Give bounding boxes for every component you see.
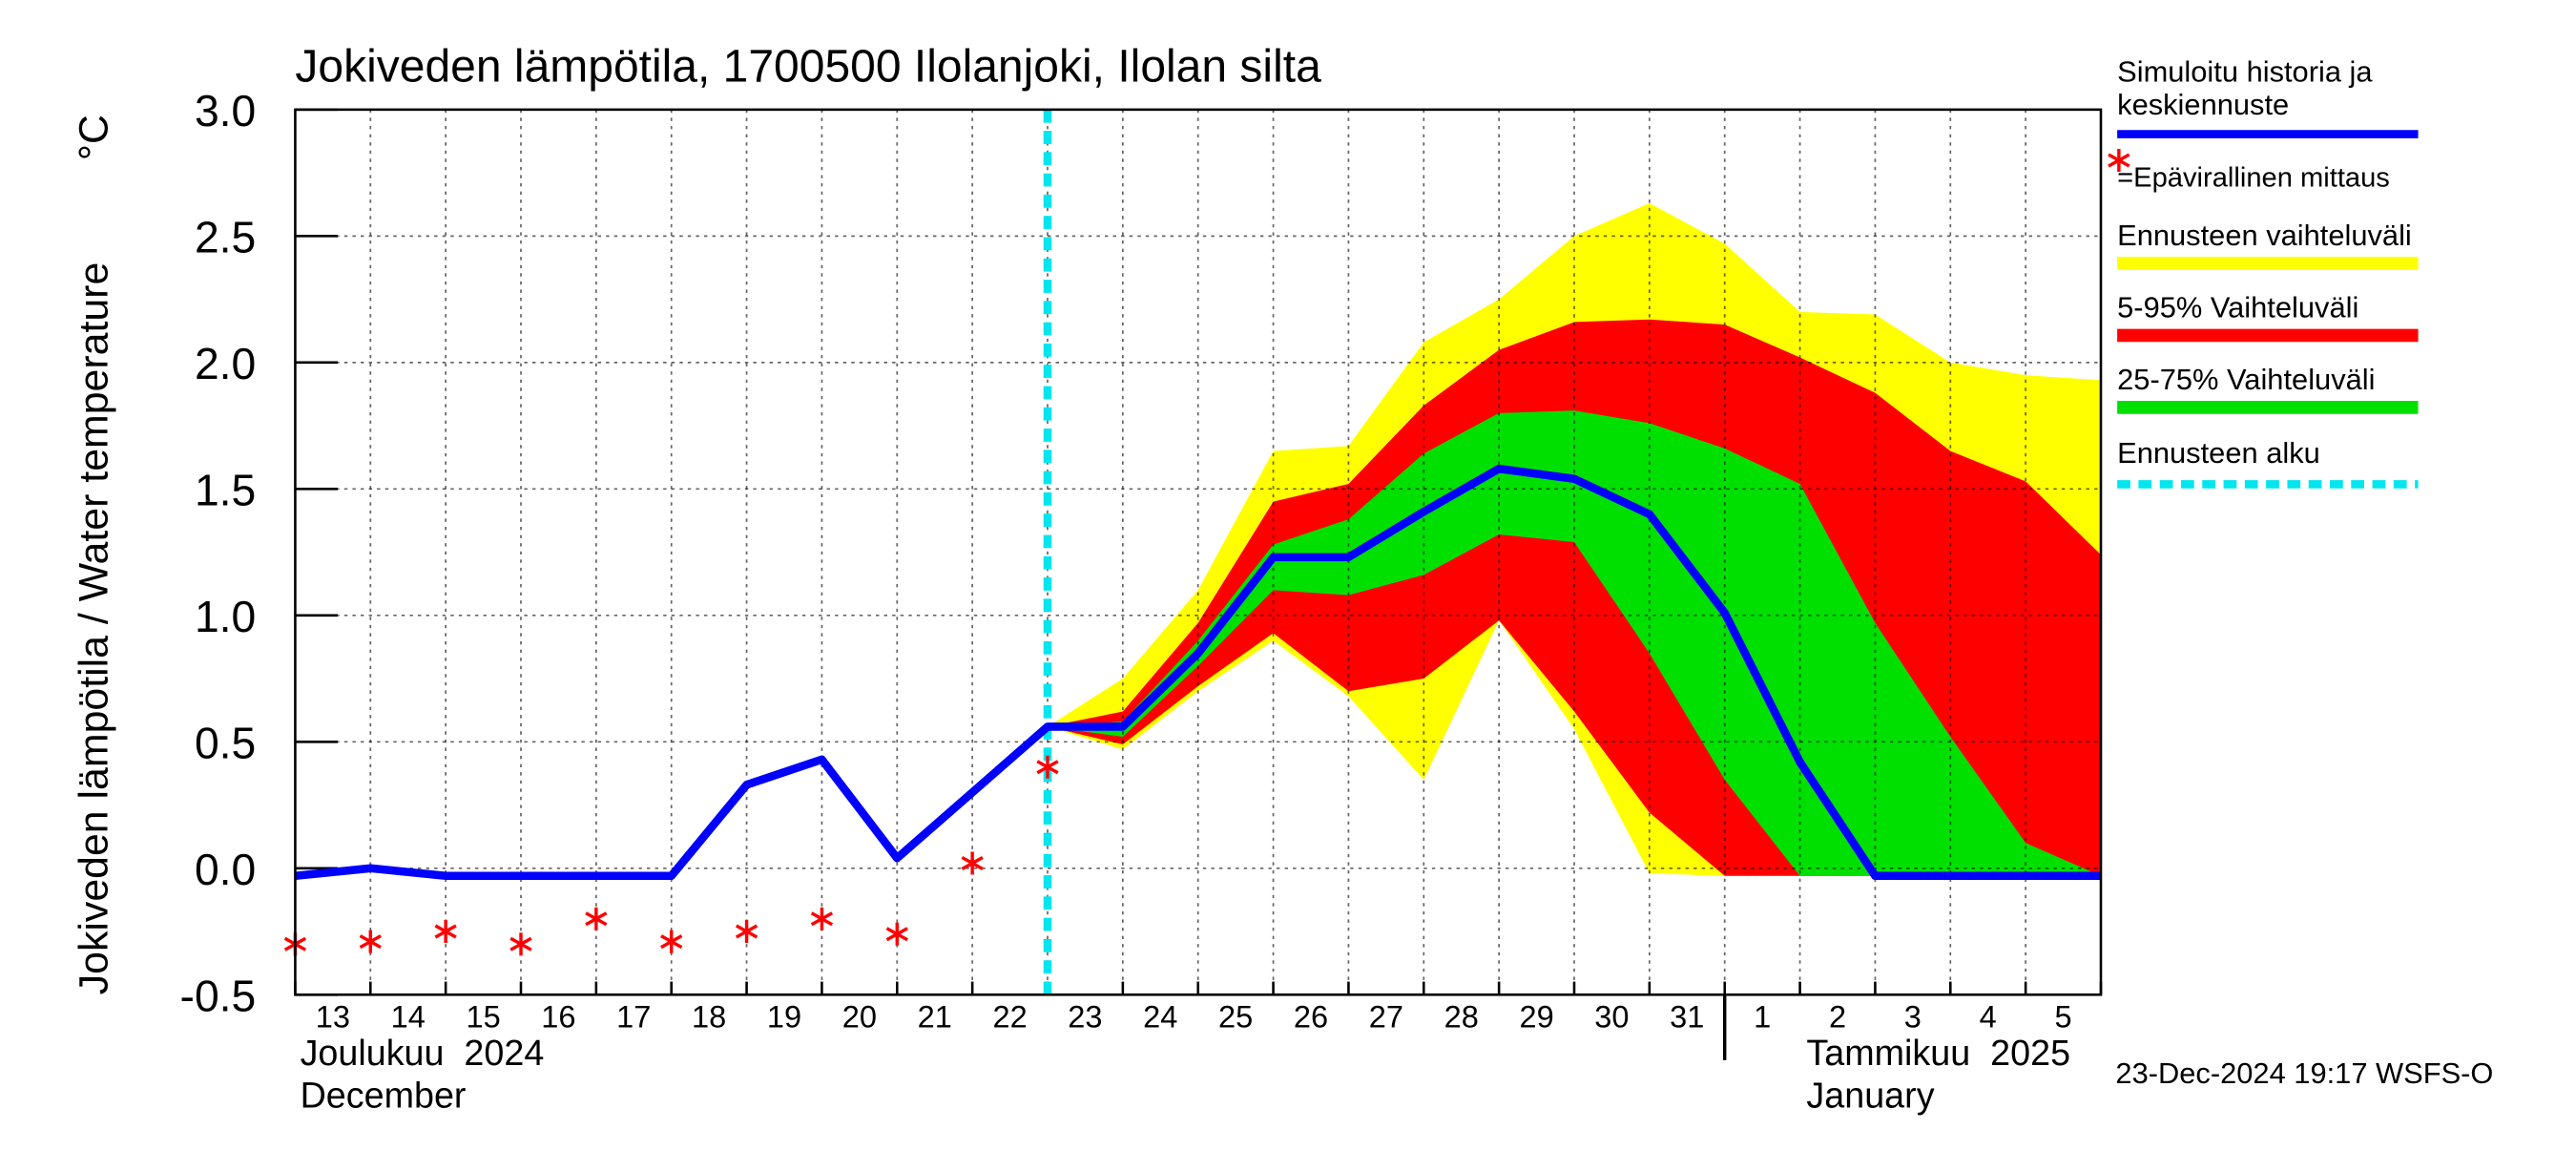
- measurement-marker: [885, 922, 908, 946]
- plot-area: [283, 108, 2103, 996]
- x-tick-label: 25: [1218, 1000, 1253, 1035]
- x-tick-label: 18: [692, 1000, 726, 1035]
- legend-label: =Epävirallinen mittaus: [2117, 162, 2390, 193]
- x-tick-label: 16: [541, 1000, 575, 1035]
- legend-label: 25-75% Vaihteluväli: [2117, 363, 2375, 396]
- month-label: January: [1806, 1076, 1934, 1116]
- x-tick-label: 14: [391, 1000, 426, 1035]
- marker-stroke: [810, 911, 834, 927]
- y-tick-label: 3.0: [195, 86, 256, 136]
- marker-stroke: [961, 855, 984, 870]
- marker-stroke: [359, 934, 382, 950]
- y-tick-label: 2.5: [195, 212, 256, 261]
- measurement-marker: [434, 920, 457, 944]
- x-tick-label: 1: [1754, 1000, 1771, 1035]
- y-axis-label: Jokiveden lämpötila / Water temperature: [71, 262, 116, 995]
- month-label: December: [301, 1076, 467, 1116]
- x-tick-label: 22: [992, 1000, 1027, 1035]
- measurement-marker: [810, 907, 834, 930]
- forecast-band: [1048, 410, 2101, 876]
- marker-stroke: [885, 927, 908, 942]
- x-tick-label: 3: [1904, 1000, 1922, 1035]
- x-tick-label: 30: [1594, 1000, 1629, 1035]
- footer: 23-Dec-2024 19:17 WSFS-O: [2115, 1056, 2493, 1090]
- x-tick-label: 27: [1369, 1000, 1403, 1035]
- y-tick-label: 1.5: [195, 465, 256, 514]
- marker-stroke: [2108, 153, 2130, 168]
- marker-stroke: [509, 936, 532, 951]
- measurement-marker: [2108, 149, 2130, 172]
- legend-label-line: Simuloitu historia ja: [2117, 55, 2373, 89]
- x-tick-label: 13: [316, 1000, 350, 1035]
- month-label: Tammikuu 2025: [1806, 1033, 2070, 1073]
- measurement-marker: [961, 851, 984, 875]
- y-tick-label: 0.5: [195, 718, 256, 767]
- x-tick-label: 23: [1068, 1000, 1102, 1035]
- measurement-marker: [585, 907, 608, 930]
- marker-stroke: [660, 934, 683, 950]
- chart-title: Jokiveden lämpötila, 1700500 Ilolanjoki,…: [295, 42, 1321, 93]
- measurement-marker: [509, 932, 532, 956]
- x-tick-label: 20: [842, 1000, 877, 1035]
- y-tick-label: 1.0: [195, 592, 256, 641]
- marker-stroke: [1036, 760, 1059, 775]
- series-line: [294, 464, 2101, 881]
- y-tick-label: -0.5: [180, 971, 257, 1020]
- marker-stroke: [735, 924, 758, 939]
- x-tick-label: 29: [1519, 1000, 1553, 1035]
- legend-label: Simuloitu historia ja keskiennuste: [2117, 55, 2373, 121]
- x-tick-label: 2: [1829, 1000, 1846, 1035]
- legend-label: 5-95% Vaihteluväli: [2117, 291, 2358, 324]
- x-tick-label: 26: [1294, 1000, 1328, 1035]
- marker-stroke: [434, 924, 457, 939]
- plot-frame: [294, 108, 2103, 996]
- legend-label: Ennusteen vaihteluväli: [2117, 219, 2412, 252]
- x-tick-label: 5: [2055, 1000, 2072, 1035]
- x-tick-label: 24: [1143, 1000, 1177, 1035]
- month-label: Joulukuu 2024: [301, 1033, 545, 1073]
- measurement-marker: [660, 930, 683, 953]
- measurement-marker: [359, 930, 382, 953]
- y-axis-unit: °C: [71, 115, 116, 160]
- legend: Simuloitu historia ja keskiennuste =Epävir…: [2108, 55, 2419, 489]
- legend-label: Ennusteen alku: [2117, 436, 2320, 470]
- x-tick-label: 31: [1670, 1000, 1704, 1035]
- x-tick-label: 19: [767, 1000, 801, 1035]
- x-tick-label: 28: [1444, 1000, 1479, 1035]
- marker-stroke: [585, 911, 608, 927]
- x-tick-label: 15: [466, 1000, 500, 1035]
- measurement-marker: [1036, 755, 1059, 779]
- measurement-marker: [735, 920, 758, 944]
- x-tick-label: 4: [1980, 1000, 1997, 1035]
- y-tick-label: 0.0: [195, 845, 256, 894]
- x-tick-label: 17: [616, 1000, 651, 1035]
- x-tick-label: 21: [918, 1000, 952, 1035]
- y-tick-label: 2.0: [195, 339, 256, 388]
- legend-label-line: keskiennuste: [2117, 88, 2289, 121]
